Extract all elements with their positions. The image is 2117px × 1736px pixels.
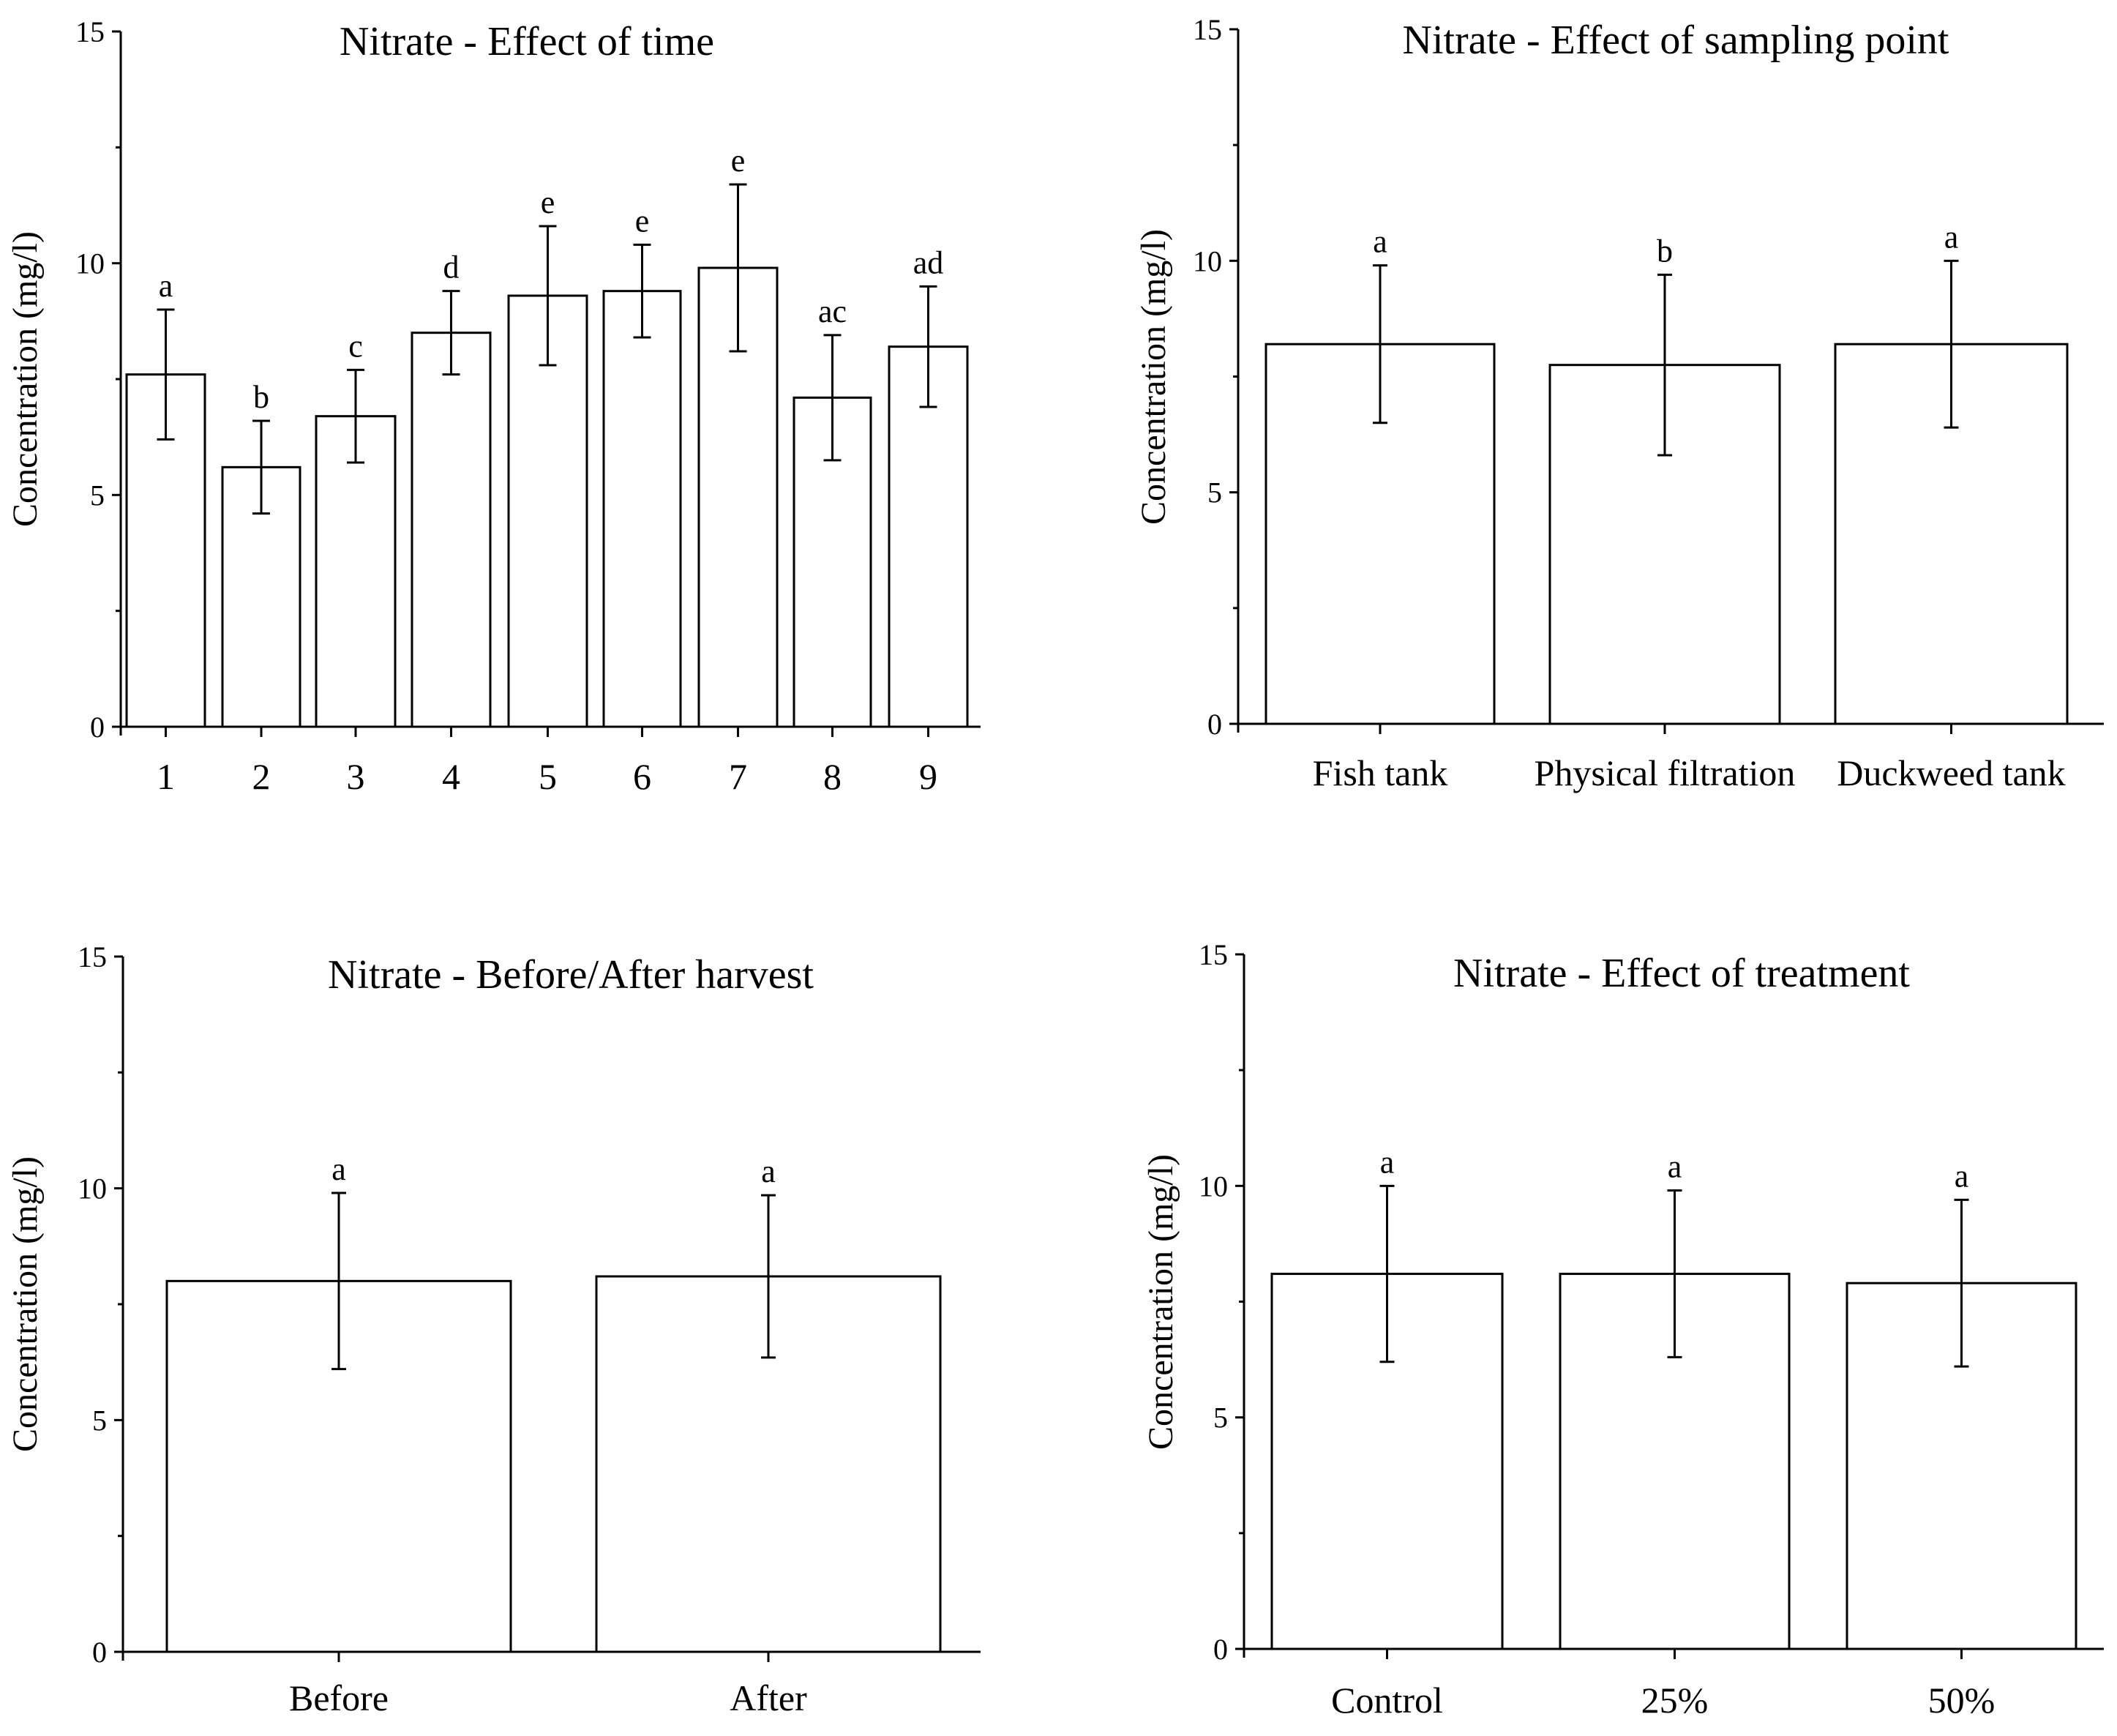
x-tick-label: 25% — [1641, 1680, 1709, 1721]
significance-letter: ac — [818, 293, 847, 329]
x-tick-label: 5 — [539, 756, 557, 797]
y-tick-label: 0 — [92, 1636, 107, 1669]
y-tick-label: 10 — [78, 1172, 107, 1205]
bar — [888, 345, 969, 728]
y-tick-label: 10 — [75, 247, 105, 280]
x-tick-label: Fish tank — [1313, 752, 1448, 793]
significance-letter: e — [731, 143, 746, 179]
x-tick-label: Physical filtration — [1535, 752, 1796, 793]
x-tick-label: 8 — [823, 756, 842, 797]
significance-letter: b — [253, 379, 269, 415]
y-axis-label: Concentration (mg/l) — [6, 231, 45, 527]
y-tick-label: 15 — [1199, 938, 1228, 971]
y-tick-label: 15 — [75, 15, 105, 48]
significance-letter: a — [159, 268, 173, 304]
y-axis-label: Concentration (mg/l) — [1134, 229, 1173, 525]
y-tick-label: 0 — [1207, 708, 1222, 741]
x-tick-label: 50% — [1928, 1680, 1996, 1721]
x-tick-label: 6 — [633, 756, 651, 797]
x-tick-label: 2 — [252, 756, 271, 797]
x-tick-label: Duckweed tank — [1837, 752, 2065, 793]
significance-letter: a — [331, 1151, 346, 1187]
significance-letter: e — [635, 203, 650, 239]
significance-letter: a — [1944, 219, 1959, 255]
y-tick-label: 5 — [1213, 1402, 1228, 1434]
y-tick-label: 0 — [1213, 1633, 1228, 1666]
panel-effect-of-sampling-point: Nitrate - Effect of sampling point Concen… — [1134, 13, 2104, 793]
significance-letter: b — [1657, 233, 1673, 269]
y-axis-label: Concentration (mg/l) — [1142, 1154, 1180, 1450]
significance-letter: a — [1373, 224, 1387, 260]
y-tick-label: 15 — [1193, 13, 1222, 46]
significance-letter: e — [541, 184, 555, 220]
bar — [602, 290, 682, 728]
chart-title: Nitrate - Effect of sampling point — [1403, 18, 1949, 63]
x-tick-label: Before — [289, 1677, 389, 1718]
x-tick-label: 4 — [442, 756, 460, 797]
y-tick-label: 10 — [1193, 244, 1222, 277]
y-tick-label: 5 — [90, 479, 105, 512]
significance-letter: a — [1668, 1149, 1682, 1185]
significance-letter: a — [1955, 1158, 1969, 1194]
significance-letter: a — [761, 1153, 776, 1189]
chart-title: Nitrate - Before/After harvest — [328, 952, 814, 998]
y-tick-label: 0 — [90, 711, 105, 744]
y-tick-label: 10 — [1199, 1170, 1228, 1202]
y-tick-label: 5 — [92, 1404, 107, 1437]
x-tick-label: 9 — [919, 756, 937, 797]
bar — [315, 415, 397, 728]
y-tick-label: 5 — [1207, 476, 1222, 509]
x-tick-label: Control — [1331, 1680, 1443, 1721]
x-tick-label: 1 — [157, 756, 175, 797]
significance-letter: a — [1380, 1144, 1395, 1180]
bar — [411, 332, 492, 728]
panel-effect-of-time: Nitrate - Effect of time Concentration (m… — [6, 15, 981, 797]
x-tick-label: 3 — [347, 756, 365, 797]
x-tick-label: 7 — [729, 756, 747, 797]
panel-before-after-harvest: Nitrate - Before/After harvest Concentrat… — [6, 940, 981, 1718]
y-tick-label: 15 — [78, 940, 107, 973]
chart-title: Nitrate - Effect of time — [340, 19, 714, 64]
x-tick-label: After — [730, 1677, 807, 1718]
significance-letter: ad — [913, 244, 944, 280]
y-axis-label: Concentration (mg/l) — [6, 1156, 45, 1452]
panel-effect-of-treatment: Nitrate - Effect of treatment Concentrati… — [1142, 938, 2104, 1721]
chart-title: Nitrate - Effect of treatment — [1453, 951, 1910, 996]
significance-letter: d — [443, 250, 460, 285]
significance-letter: c — [348, 328, 363, 364]
